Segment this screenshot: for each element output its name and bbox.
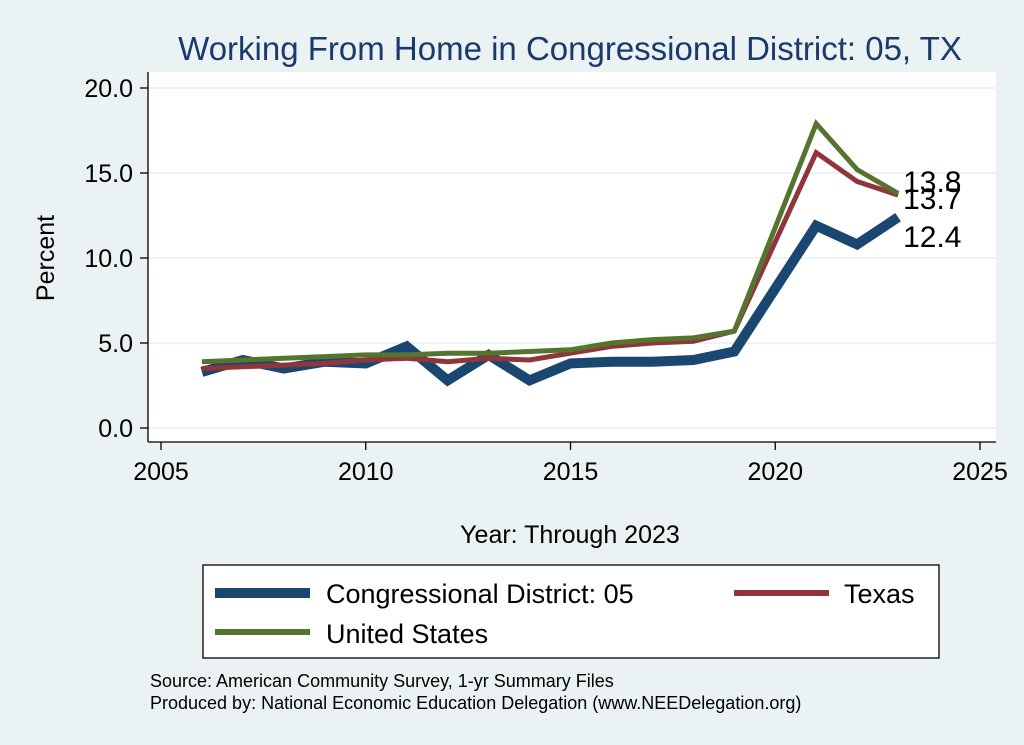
- source-line-2: Produced by: National Economic Education…: [150, 693, 801, 713]
- y-tick-label: 20.0: [84, 75, 133, 103]
- y-ticks: 0.0 5.0 10.0 15.0 20.0: [84, 75, 148, 443]
- y-tick-label: 10.0: [84, 245, 133, 273]
- legend: Congressional District: 05 Texas United …: [202, 564, 940, 659]
- plot-area: [148, 72, 996, 442]
- series-line-2: [201, 119, 900, 365]
- x-tick-label: 2010: [338, 458, 394, 486]
- y-tick-label: 5.0: [98, 330, 133, 358]
- end-value-label-1: 13.7: [903, 183, 961, 216]
- y-tick-label: 0.0: [98, 415, 133, 443]
- x-axis-label: Year: Through 2023: [460, 521, 680, 549]
- source-line-1: Source: American Community Survey, 1-yr …: [150, 671, 614, 691]
- legend-label-us: United States: [326, 619, 488, 649]
- end-value-label-0: 12.4: [903, 221, 961, 254]
- x-tick-label: 2020: [747, 458, 803, 486]
- x-tick-label: 2025: [952, 458, 1008, 486]
- x-tick-label: 2015: [543, 458, 599, 486]
- series-group: [200, 119, 901, 387]
- y-axis-label: Percent: [32, 215, 60, 301]
- y-tick-label: 15.0: [84, 160, 133, 188]
- x-ticks: 2005 2010 2015 2020 2025: [133, 442, 1008, 486]
- legend-box: [202, 564, 940, 659]
- legend-label-cd05: Congressional District: 05: [326, 579, 634, 609]
- end-labels: 12.4 13.713.8: [903, 166, 961, 254]
- legend-label-texas: Texas: [844, 579, 915, 609]
- grid-lines: [148, 87, 996, 429]
- end-value-label-2: 13.8: [903, 166, 961, 199]
- x-tick-label: 2005: [133, 458, 189, 486]
- chart-title: Working From Home in Congressional Distr…: [178, 30, 962, 67]
- series-line-1: [201, 148, 899, 371]
